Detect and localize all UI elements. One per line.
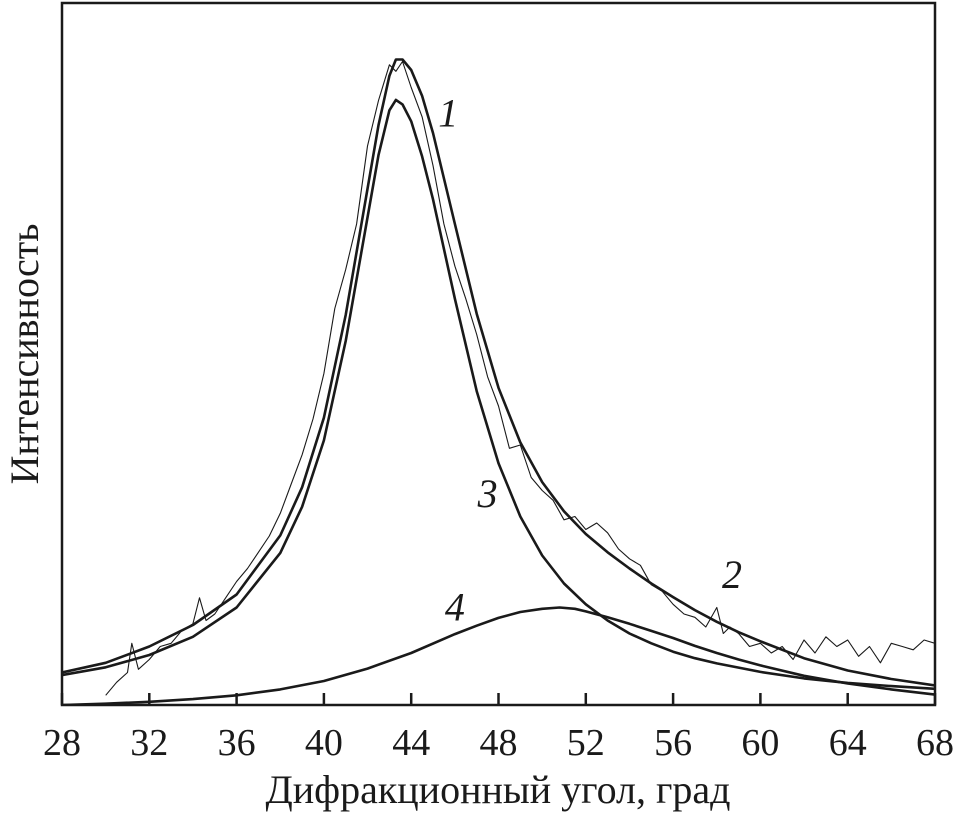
series-1-line [105, 60, 935, 696]
series-3-line [62, 98, 935, 691]
x-tick-label-44: 44 [392, 722, 430, 764]
series-2-label: 2 [722, 552, 742, 597]
x-axis-tick-labels: 28 32 36 40 44 48 52 56 60 64 68 [43, 722, 954, 764]
series-2-line [62, 58, 935, 687]
x-tick-label-64: 64 [829, 722, 867, 764]
series-4-line [62, 606, 935, 705]
series-4-label: 4 [445, 585, 465, 630]
series-1-label: 1 [438, 91, 458, 136]
series-labels: 1 2 3 4 [438, 91, 742, 630]
x-tick-label-32: 32 [130, 722, 168, 764]
series-3-label: 3 [477, 471, 498, 516]
x-tick-label-68: 68 [916, 722, 954, 764]
x-tick-label-56: 56 [654, 722, 692, 764]
x-tick-label-36: 36 [218, 722, 256, 764]
x-axis-ticks [60, 693, 937, 705]
x-axis-title: Дифракционный угол, град [265, 767, 730, 812]
curves-layer [62, 58, 935, 705]
x-tick-label-40: 40 [305, 722, 343, 764]
x-tick-label-52: 52 [567, 722, 605, 764]
x-tick-label-48: 48 [480, 722, 518, 764]
plot-frame [60, 1, 937, 707]
x-tick-label-60: 60 [741, 722, 779, 764]
y-axis-title: Интенсивность [2, 224, 47, 485]
x-tick-label-28: 28 [43, 722, 81, 764]
